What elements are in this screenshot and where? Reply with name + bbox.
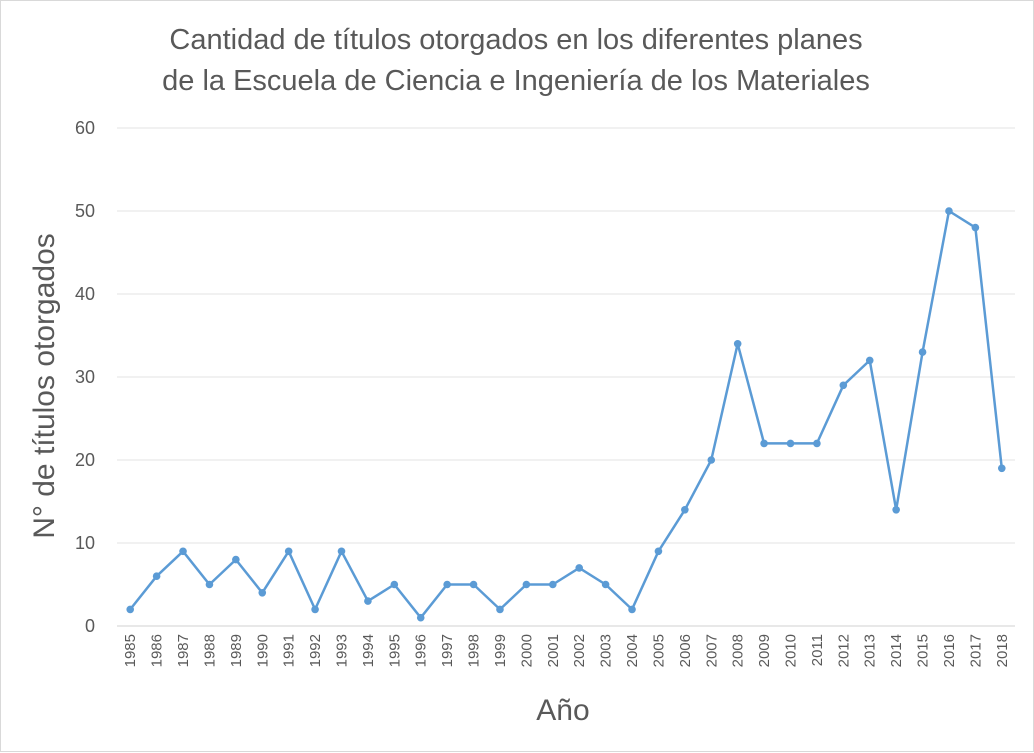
series-line-path (128, 209, 1004, 619)
data-point-1989 (232, 555, 240, 564)
x-tick-label: 1996 (413, 634, 430, 667)
data-point-1992 (311, 605, 319, 614)
x-tick-label: 1998 (466, 634, 483, 667)
series-line (128, 209, 1004, 619)
x-axis-ticks: 1985 1986 1987 1988 1989 1990 1991 1992 1993 1994… (122, 634, 1011, 667)
data-point-2013 (865, 356, 874, 365)
x-tick-label: 1995 (386, 634, 403, 667)
y-tick-label: 0 (85, 616, 95, 636)
x-tick-label: 2004 (624, 634, 641, 667)
y-tick-label: 40 (75, 284, 95, 304)
data-point-1990 (258, 589, 267, 597)
y-tick-label: 10 (75, 533, 95, 553)
x-tick-label: 1994 (360, 634, 377, 667)
x-tick-label: 1992 (307, 634, 324, 667)
gridlines (117, 127, 1015, 627)
data-point-2002 (575, 564, 584, 572)
data-point-1991 (284, 547, 293, 556)
data-point-2004 (628, 605, 636, 614)
x-tick-label: 2007 (703, 634, 720, 667)
x-tick-label: 1999 (492, 634, 509, 667)
chart-title-line-1: Cantidad de títulos otorgados en los dif… (169, 24, 862, 56)
data-point-2000 (522, 580, 531, 589)
data-point-1986 (152, 572, 161, 580)
x-tick-label: 2008 (730, 634, 747, 667)
x-axis-title: Año (536, 694, 589, 727)
y-tick-label: 50 (75, 201, 95, 221)
x-tick-label: 1993 (334, 634, 351, 667)
x-tick-label: 2010 (783, 634, 800, 667)
data-point-1985 (126, 605, 135, 614)
data-point-2003 (601, 580, 610, 589)
x-tick-label: 2013 (862, 634, 879, 667)
x-tick-label: 1988 (201, 634, 218, 667)
data-point-1994 (364, 597, 372, 605)
data-point-2018 (997, 464, 1006, 473)
x-tick-label: 2012 (835, 634, 852, 667)
x-tick-label: 1991 (281, 634, 298, 667)
x-tick-label: 1987 (175, 634, 192, 667)
data-point-2014 (892, 506, 900, 514)
x-tick-label: 2002 (571, 634, 588, 667)
data-point-2007 (707, 456, 716, 464)
x-tick-label: 2009 (756, 634, 773, 667)
x-tick-label: 2017 (967, 634, 984, 667)
y-tick-label: 20 (75, 450, 95, 470)
x-tick-label: 1997 (439, 634, 456, 667)
data-point-2009 (760, 439, 768, 448)
data-point-2012 (839, 381, 848, 390)
x-tick-label: 2015 (915, 634, 932, 667)
chart-title-line-2: de la Escuela de Ciencia e Ingeniería de… (162, 65, 870, 97)
x-tick-label: 2011 (809, 634, 826, 666)
x-tick-label: 2005 (650, 634, 667, 667)
x-tick-label: 1989 (228, 634, 245, 667)
data-point-1998 (469, 580, 478, 589)
data-point-2001 (548, 580, 557, 589)
data-point-2008 (733, 340, 742, 348)
data-point-2010 (786, 439, 795, 448)
data-point-2011 (813, 439, 821, 448)
data-point-2006 (681, 506, 689, 514)
y-tick-label: 30 (75, 367, 95, 387)
data-point-1999 (496, 605, 504, 614)
x-tick-label: 2014 (888, 634, 905, 667)
data-point-2005 (654, 547, 663, 556)
data-point-1997 (443, 580, 451, 589)
x-tick-label: 1985 (122, 634, 139, 667)
data-point-1987 (179, 547, 187, 556)
x-tick-label: 2001 (545, 634, 562, 667)
x-tick-label: 2016 (941, 634, 958, 667)
x-tick-label: 2003 (598, 634, 615, 667)
data-point-2017 (971, 223, 980, 232)
data-point-1993 (337, 547, 346, 556)
x-tick-label: 2018 (994, 634, 1011, 667)
data-point-1995 (390, 580, 399, 589)
data-point-1996 (416, 613, 425, 622)
data-point-2016 (945, 207, 953, 215)
x-tick-label: 2000 (518, 634, 535, 667)
data-point-2015 (918, 348, 927, 356)
x-tick-label: 1986 (149, 634, 166, 667)
x-tick-label: 1990 (254, 634, 271, 667)
x-tick-label: 2006 (677, 634, 694, 667)
y-axis-title: N° de títulos otorgados (28, 233, 61, 539)
y-tick-label: 60 (75, 118, 95, 138)
series-points (126, 207, 1006, 622)
y-axis-ticks: 0 10 20 30 40 50 60 (75, 118, 95, 636)
data-point-1988 (205, 580, 214, 589)
